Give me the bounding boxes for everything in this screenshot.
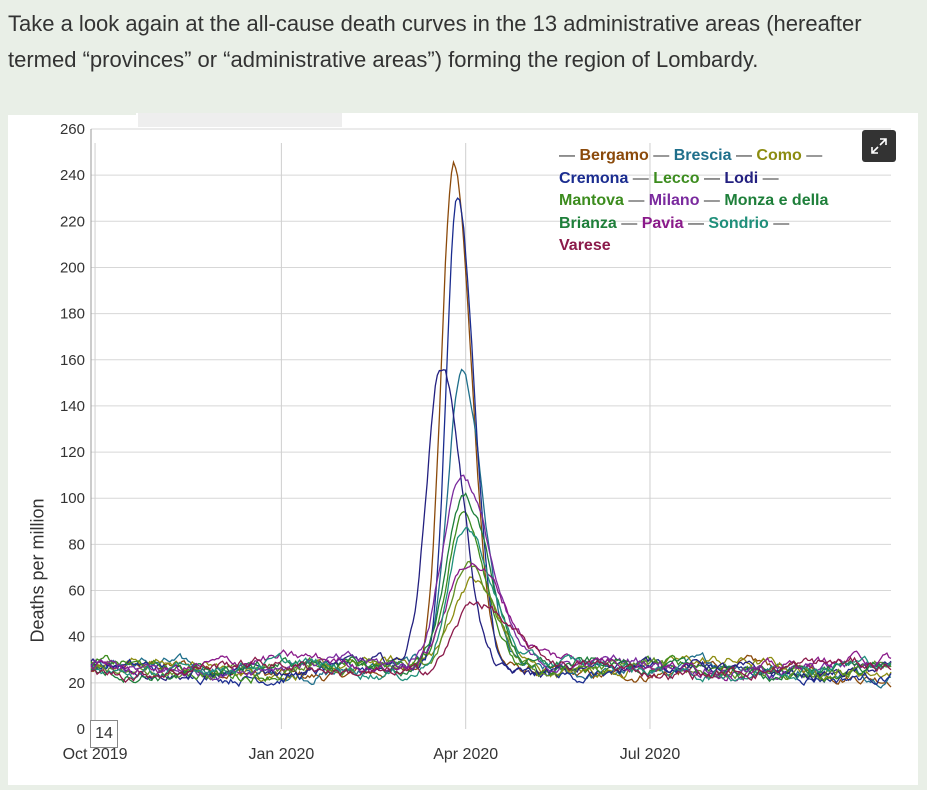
y-tick-label: 160 xyxy=(60,352,85,369)
legend-dash: — xyxy=(559,147,580,164)
legend-entry[interactable]: Lodi xyxy=(724,169,759,187)
legend-entry[interactable]: Brianza xyxy=(559,214,617,232)
y-tick-label: 80 xyxy=(68,536,85,553)
series-line-brescia xyxy=(90,368,892,689)
legend-dash: — xyxy=(699,192,725,209)
y-tick-label: 100 xyxy=(60,490,85,507)
y-tick-label: 200 xyxy=(60,259,85,276)
chart-card: 0 20 40 60 80 100 120 140 160 180 200 220 240 260 Oct … xyxy=(8,113,918,785)
legend-entry[interactable]: Lecco xyxy=(653,169,700,187)
legend-dash: — xyxy=(801,147,823,164)
legend-entry[interactable]: Milano xyxy=(648,192,700,209)
legend-dash: — xyxy=(699,169,725,187)
legend-dash: — xyxy=(758,169,779,187)
y-tick-label: 40 xyxy=(68,629,85,646)
legend-dash: — xyxy=(616,214,642,232)
chart-legend: — Bergamo — Brescia — Como — Cremona — Le… xyxy=(559,145,879,258)
legend-entry[interactable]: Monza e della xyxy=(724,192,829,209)
y-tick-label: 60 xyxy=(68,583,85,600)
series-line-varese xyxy=(90,601,892,684)
legend-entry[interactable]: Cremona xyxy=(559,169,629,187)
y-tick-label: 220 xyxy=(60,213,85,230)
legend-dash: — xyxy=(683,214,709,232)
legend-entry[interactable]: Brescia xyxy=(673,147,732,164)
legend-row: Mantova — Milano — Monza e della xyxy=(559,190,879,213)
legend-dash: — xyxy=(768,214,790,232)
expand-button[interactable] xyxy=(862,130,896,162)
intro-paragraph: Take a look again at the all-cause death… xyxy=(8,11,862,72)
x-tick-label: Apr 2020 xyxy=(433,746,498,763)
legend-row: Cremona — Lecco — Lodi — xyxy=(559,168,879,191)
series-line-sondrio xyxy=(90,527,892,683)
legend-dash: — xyxy=(731,147,757,164)
y-tick-label: 180 xyxy=(60,306,85,323)
y-tick-label: 140 xyxy=(60,398,85,415)
y-tick-label: 240 xyxy=(60,167,85,184)
legend-row: Brianza — Pavia — Sondrio — xyxy=(559,213,879,236)
legend-dash: — xyxy=(628,169,654,187)
tab-inactive[interactable] xyxy=(138,113,342,127)
legend-row: — Bergamo — Brescia — Como — xyxy=(559,145,879,168)
tab-active[interactable] xyxy=(8,113,136,129)
y-tick-label: 260 xyxy=(60,121,85,138)
chart-tabs xyxy=(8,113,348,129)
series-line-pavia xyxy=(90,562,892,682)
y-tick-label: 120 xyxy=(60,444,85,461)
line-chart[interactable]: 0 20 40 60 80 100 120 140 160 180 200 220 240 260 Oct … xyxy=(8,113,918,785)
legend-dash: — xyxy=(648,147,674,164)
legend-entry[interactable]: Sondrio xyxy=(708,214,769,232)
legend-row: Varese xyxy=(559,235,879,258)
legend-entry[interactable]: Como xyxy=(756,147,802,164)
legend-entry[interactable]: Mantova xyxy=(559,192,624,209)
x-tick-label: Oct 2019 xyxy=(63,746,128,763)
legend-entry[interactable]: Pavia xyxy=(641,214,684,232)
legend-entry[interactable]: Varese xyxy=(559,237,611,254)
series-line-bergamo xyxy=(90,159,892,688)
series-line-milano xyxy=(90,474,892,681)
expand-arrows-icon xyxy=(871,138,887,154)
y-tick-label: 20 xyxy=(68,675,85,692)
y-tick-label: 0 xyxy=(77,721,85,738)
legend-entry[interactable]: Bergamo xyxy=(579,147,649,164)
y-axis-label: Deaths per million xyxy=(27,498,48,643)
x-tick-label: Jul 2020 xyxy=(620,746,681,763)
series-line-lodi xyxy=(90,369,892,682)
series-line-cremona xyxy=(90,197,892,688)
x-tick-label: Jan 2020 xyxy=(248,746,314,763)
hover-value-box: 14 xyxy=(90,720,118,748)
legend-dash: — xyxy=(623,192,649,209)
